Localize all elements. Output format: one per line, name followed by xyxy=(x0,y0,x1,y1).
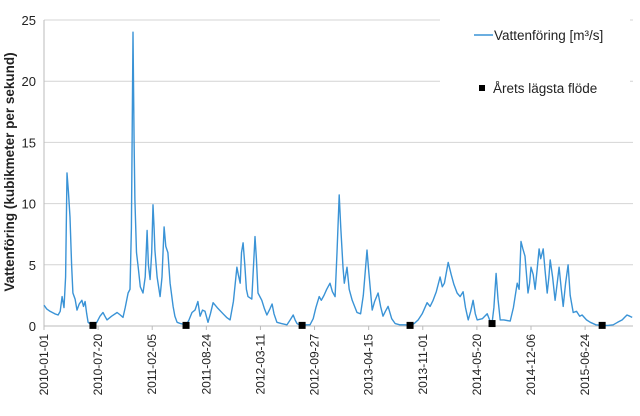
y-axis-ticks: 0 5 10 15 20 25 xyxy=(22,13,36,334)
marker-lowest-flow xyxy=(406,321,414,329)
legend-label-vattenforing: Vattenföring [m³/s] xyxy=(494,28,603,43)
x-tick-label: 2011-08-24 xyxy=(199,334,213,395)
x-tick-label: 2012-09-27 xyxy=(308,334,322,396)
y-tick-label: 0 xyxy=(29,319,36,334)
marker-lowest-flow xyxy=(182,321,190,329)
x-tick-label: 2013-11-01 xyxy=(416,334,430,395)
marker-lowest-flow xyxy=(598,321,606,329)
y-tick-label: 25 xyxy=(22,13,36,28)
legend-background xyxy=(440,14,630,104)
x-axis-ticks: 2010-01-01 2010-07-20 2011-02-05 2011-08-24… xyxy=(37,326,592,395)
y-tick-label: 5 xyxy=(29,258,36,273)
x-tick-label: 2014-05-20 xyxy=(470,334,484,396)
x-tick-label: 2013-04-15 xyxy=(362,334,376,396)
marker-lowest-flow xyxy=(488,320,496,328)
x-tick-label: 2014-12-06 xyxy=(524,334,538,396)
legend-label-arets-lagsta-flode: Årets lägsta flöde xyxy=(493,81,597,96)
marker-lowest-flow xyxy=(89,321,97,329)
y-tick-label: 10 xyxy=(22,197,36,212)
x-tick-label: 2015-06-24 xyxy=(578,334,592,396)
x-tick-label: 2010-07-20 xyxy=(91,334,105,396)
x-tick-label: 2011-02-05 xyxy=(145,334,159,395)
x-tick-label: 2010-01-01 xyxy=(37,334,51,396)
series-line-vattenforing xyxy=(43,31,633,327)
y-tick-label: 20 xyxy=(22,74,36,89)
marker-lowest-flow xyxy=(298,321,306,329)
y-axis-label: Vattenföring (kubikmeter per sekund) xyxy=(2,52,17,291)
y-tick-label: 15 xyxy=(22,135,36,150)
series-markers-arets-lagsta-flode xyxy=(89,320,606,329)
legend: Vattenföring [m³/s] Årets lägsta flöde xyxy=(440,14,630,104)
x-tick-label: 2012-03-11 xyxy=(253,334,267,395)
legend-marker-icon xyxy=(479,85,485,91)
